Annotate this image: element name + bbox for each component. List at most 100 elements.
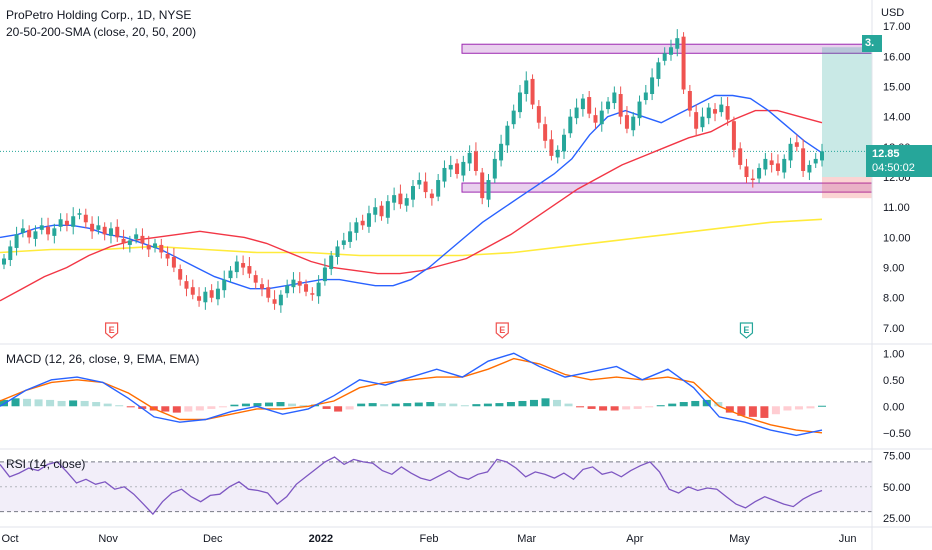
candle-body: [64, 220, 69, 226]
earnings-badge-text: E: [499, 325, 505, 335]
macd-histogram-bar: [69, 400, 78, 407]
time-tick-label: Dec: [203, 533, 223, 545]
symbol-title[interactable]: ProPetro Holding Corp., 1D, NYSE: [6, 8, 192, 22]
macd-histogram-bar: [276, 402, 285, 407]
candle-body: [429, 193, 434, 199]
candle-body: [574, 107, 579, 119]
macd-histogram-bar: [195, 406, 204, 411]
candle-body: [637, 101, 642, 119]
candle-body: [750, 178, 755, 181]
candle-body: [473, 151, 478, 171]
candle-body: [222, 279, 227, 291]
candle-body: [379, 205, 384, 217]
position-stop-area: [822, 177, 872, 199]
macd-tick-label: −0.50: [883, 428, 911, 440]
macd-tick-label: 0.00: [883, 401, 904, 413]
time-tick-label: Oct: [1, 533, 18, 545]
candle-body: [190, 287, 195, 295]
candle-body: [820, 151, 824, 161]
candle-body: [83, 214, 88, 223]
earnings-marker-icon: E: [739, 322, 754, 339]
candle-body: [442, 167, 447, 182]
candle-body: [706, 107, 711, 119]
candle-body: [354, 222, 359, 233]
candle-body: [543, 124, 548, 141]
candle-body: [46, 226, 51, 235]
macd-histogram-bar: [80, 400, 89, 407]
macd-signal-line: [0, 357, 823, 434]
macd-histogram-bar: [460, 405, 469, 407]
time-tick-label: 2022: [309, 533, 333, 545]
sma-indicator-label[interactable]: 20-50-200-SMA (close, 20, 50, 200): [6, 25, 197, 39]
price-tick-label: 7.00: [883, 323, 904, 335]
macd-histogram-bar: [115, 405, 124, 407]
candle-body: [2, 258, 6, 265]
macd-histogram-bar: [391, 403, 400, 407]
candle-body: [140, 235, 145, 244]
candle-body: [606, 101, 611, 110]
candle-body: [90, 223, 95, 232]
candle-body: [555, 149, 560, 158]
candle-body: [763, 158, 768, 170]
macd-histogram-bar: [529, 399, 538, 407]
macd-histogram-bar: [11, 398, 20, 407]
candle-body: [197, 296, 202, 301]
macd-histogram-bar: [610, 406, 619, 411]
candle-body: [165, 253, 170, 259]
candle-body: [127, 240, 132, 245]
macd-histogram-bar: [34, 399, 43, 407]
candle-body: [593, 115, 598, 123]
candle-body: [373, 207, 378, 215]
candle-body: [467, 152, 472, 164]
candle-body: [272, 299, 277, 304]
macd-histogram-bar: [771, 406, 780, 415]
target-price-tag: 3.: [862, 35, 882, 52]
macd-histogram-bar: [357, 403, 366, 407]
macd-histogram-bar: [714, 402, 723, 407]
candle-body: [757, 167, 762, 179]
time-tick-label: Nov: [98, 533, 118, 545]
macd-indicator-label[interactable]: MACD (12, 26, close, 9, EMA, EMA): [6, 352, 200, 366]
candle-body: [738, 148, 743, 165]
earnings-marker-icon: E: [495, 322, 509, 339]
price-tick-label: 14.00: [883, 112, 911, 124]
candle-body: [549, 139, 554, 156]
candle-body: [329, 255, 334, 270]
macd-histogram-bar: [103, 403, 112, 407]
rsi-pane: [0, 456, 872, 516]
macd-histogram-bar: [230, 404, 239, 407]
candle-body: [14, 234, 19, 248]
candle-body: [499, 143, 504, 161]
candle-body: [234, 261, 239, 273]
rsi-indicator-label[interactable]: RSI (14, close): [6, 457, 86, 471]
macd-histogram-bar: [207, 406, 216, 409]
candle-body: [694, 112, 699, 129]
candle-body: [392, 195, 397, 203]
candle-body: [631, 116, 636, 131]
candle-body: [788, 143, 793, 161]
macd-histogram-bar: [783, 406, 792, 411]
macd-histogram-bar: [679, 402, 688, 407]
macd-histogram-bar: [541, 398, 550, 407]
candle-body: [719, 104, 724, 113]
candle-body: [366, 213, 371, 227]
candle-body: [411, 186, 415, 200]
macd-histogram-bar: [760, 406, 769, 418]
candle-body: [517, 92, 522, 113]
candle-body: [782, 158, 787, 173]
candle-body: [404, 198, 409, 206]
macd-histogram-bar: [414, 402, 423, 407]
candle-body: [20, 228, 25, 233]
candle-body: [33, 231, 38, 239]
candle-body: [662, 53, 667, 61]
price-tick-label: 9.00: [883, 263, 904, 275]
time-tick-label: Feb: [420, 533, 439, 545]
candle-body: [448, 164, 453, 170]
macd-pane: [0, 352, 826, 437]
candle-body: [801, 148, 806, 171]
macd-histogram-bar: [46, 399, 55, 407]
macd-histogram-bar: [57, 400, 66, 407]
